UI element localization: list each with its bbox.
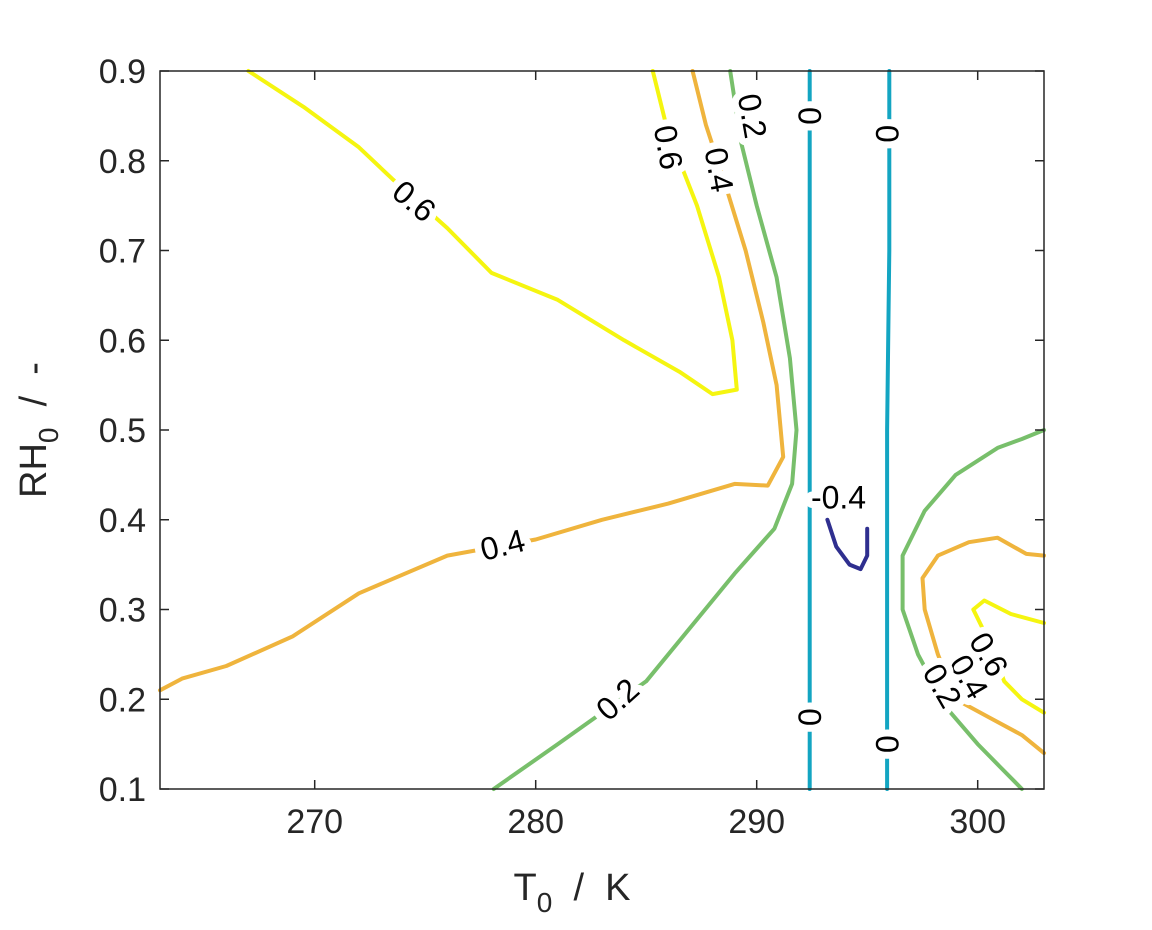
- y-axis-label-sub: 0: [33, 427, 64, 443]
- y-tick-label: 0.9: [99, 53, 146, 91]
- y-tick-label: 0.2: [99, 681, 146, 719]
- contour-label-8: 00: [785, 701, 835, 733]
- contour-label-halo: -0.4: [811, 479, 866, 515]
- contour-label-text: 0.2: [731, 91, 774, 141]
- contour-label-6: 00: [785, 100, 835, 132]
- y-tick-label: 0.4: [99, 502, 146, 540]
- contour-line-8: [971, 598, 1046, 715]
- y-tick-label: 0.7: [99, 233, 146, 271]
- contour-line-2: [491, 69, 799, 791]
- contour-label-text: 0: [792, 708, 828, 726]
- contour-label-text: 0: [869, 125, 905, 143]
- contour-line-6: [900, 428, 1046, 791]
- y-axis-label: RH0 / -: [13, 362, 64, 498]
- contours-layer: [158, 69, 1046, 791]
- y-tick-label: 0.6: [99, 322, 146, 360]
- contour-label-9: 00: [862, 728, 912, 760]
- x-axis-label-sub: 0: [537, 887, 553, 918]
- contour-label-5: 0.20.2: [724, 84, 781, 148]
- y-axis-label-unit: / -: [13, 362, 55, 427]
- contour-line-0: [246, 69, 739, 397]
- contour-label-text: -0.4: [811, 479, 866, 515]
- x-axis-label: T0 / K: [514, 867, 631, 918]
- y-tick-label: 0.1: [99, 771, 146, 809]
- contour-line-4: [885, 69, 892, 791]
- x-tick-label: 270: [286, 803, 343, 841]
- ticks-layer: 270 280 290 300 0.1 0.2 0.3 0.4 0.5 0.6 0.7 0.8 0.9: [99, 53, 1044, 841]
- contour-line-7: [920, 535, 1046, 756]
- contour-line-5: [825, 517, 870, 572]
- contour-label-text: 0: [869, 735, 905, 753]
- y-axis-label-main: RH: [13, 443, 55, 498]
- contour-line-1: [158, 69, 786, 693]
- contour-label-7: 00: [862, 118, 912, 150]
- y-tick-label: 0.8: [99, 143, 146, 181]
- contour-label-3: 0.60.6: [640, 115, 697, 179]
- x-tick-label: 280: [507, 803, 564, 841]
- x-axis-label-unit: / K: [552, 867, 630, 909]
- x-tick-label: 290: [728, 803, 785, 841]
- contour-label-text: 0: [792, 107, 828, 125]
- contour-label-10: -0.4-0.4: [804, 472, 873, 522]
- contour-label-text: 0.6: [647, 122, 690, 172]
- x-axis-label-main: T: [514, 867, 537, 909]
- x-tick-label: 300: [949, 803, 1006, 841]
- contour-label-text: 0.4: [698, 145, 741, 195]
- plot-background: [160, 71, 1044, 789]
- contour-label-4: 0.40.4: [691, 138, 748, 202]
- y-tick-label: 0.3: [99, 592, 146, 630]
- y-tick-label: 0.5: [99, 412, 146, 450]
